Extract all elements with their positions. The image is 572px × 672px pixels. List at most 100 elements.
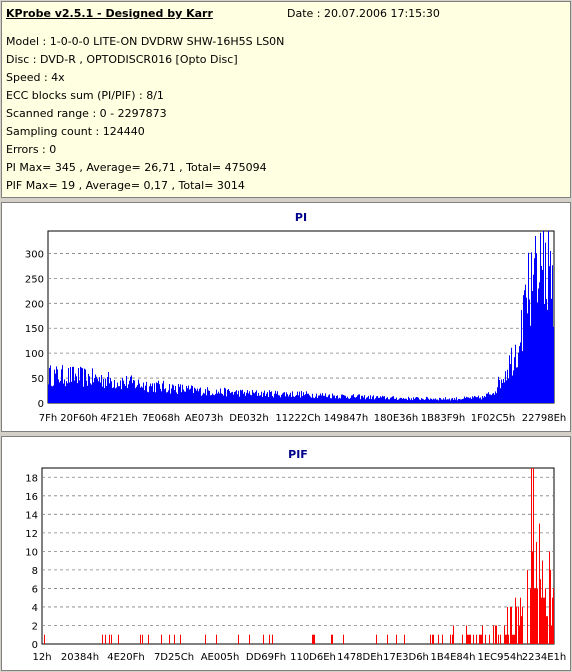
bar bbox=[105, 378, 106, 403]
bar bbox=[57, 369, 58, 403]
bar bbox=[99, 377, 100, 403]
bar bbox=[296, 395, 297, 403]
bar bbox=[544, 597, 545, 644]
bar bbox=[501, 379, 502, 403]
bar bbox=[234, 391, 235, 403]
bar bbox=[153, 391, 154, 403]
bar bbox=[462, 634, 463, 644]
bar bbox=[143, 382, 144, 403]
bar bbox=[52, 386, 53, 403]
info-pif-stats: PIF Max= 19 , Average= 0,17 , Total= 301… bbox=[6, 179, 245, 192]
bar bbox=[492, 393, 493, 403]
bar bbox=[432, 399, 433, 403]
bar bbox=[493, 625, 494, 644]
info-sampling: Sampling count : 124440 bbox=[6, 125, 145, 138]
bar bbox=[487, 393, 488, 403]
bar bbox=[265, 396, 266, 403]
bar bbox=[186, 386, 187, 403]
bar bbox=[516, 606, 517, 644]
bar bbox=[475, 396, 476, 403]
bar bbox=[539, 282, 540, 403]
bar bbox=[196, 390, 197, 403]
bar bbox=[471, 398, 472, 403]
bar bbox=[349, 398, 350, 403]
bar bbox=[450, 634, 451, 644]
bar bbox=[508, 378, 509, 403]
bar bbox=[273, 397, 274, 403]
bar bbox=[197, 388, 198, 403]
y-tick-label: 2 bbox=[32, 621, 38, 632]
x-tick-label: 4E20Fh bbox=[107, 652, 145, 663]
bar bbox=[346, 397, 347, 403]
bar bbox=[161, 391, 162, 403]
bar bbox=[74, 380, 75, 403]
bar bbox=[171, 388, 172, 403]
bar bbox=[77, 383, 78, 403]
bar bbox=[133, 380, 134, 403]
bar bbox=[314, 634, 315, 644]
x-tick-label: 2234E1h bbox=[522, 652, 566, 663]
bar bbox=[212, 393, 213, 403]
bar bbox=[226, 396, 227, 403]
bar bbox=[500, 388, 501, 403]
bar bbox=[96, 376, 97, 403]
bar bbox=[158, 380, 159, 403]
bar bbox=[337, 395, 338, 403]
bar bbox=[198, 391, 199, 403]
bar bbox=[505, 634, 506, 644]
bar bbox=[244, 391, 245, 403]
bar bbox=[81, 367, 82, 403]
bar bbox=[377, 396, 378, 403]
bar bbox=[118, 634, 119, 644]
x-tick-label: 1B83F9h bbox=[421, 413, 465, 424]
bar bbox=[216, 634, 217, 644]
bar bbox=[267, 392, 268, 403]
bar bbox=[150, 383, 151, 403]
bar bbox=[229, 391, 230, 403]
bar bbox=[446, 399, 447, 403]
bar bbox=[299, 391, 300, 403]
bar bbox=[149, 386, 150, 403]
x-tick-label: 1B4E84h bbox=[431, 652, 476, 663]
bar bbox=[529, 299, 530, 403]
bar bbox=[438, 400, 439, 403]
bar bbox=[546, 616, 547, 644]
bar bbox=[86, 380, 87, 403]
y-tick-label: 10 bbox=[25, 547, 38, 558]
bar bbox=[148, 634, 149, 644]
bar bbox=[80, 366, 81, 403]
bar bbox=[112, 388, 113, 403]
bar bbox=[426, 396, 427, 403]
bar bbox=[535, 236, 536, 403]
bar bbox=[121, 389, 122, 403]
bar bbox=[542, 269, 543, 403]
bar bbox=[120, 380, 121, 403]
bar bbox=[140, 634, 141, 644]
bar bbox=[326, 396, 327, 403]
bar bbox=[180, 384, 181, 403]
bar bbox=[200, 387, 201, 403]
bar bbox=[451, 398, 452, 403]
plot-area bbox=[47, 230, 555, 404]
bar bbox=[552, 265, 553, 403]
y-tick-label: 250 bbox=[25, 274, 44, 285]
bar bbox=[481, 399, 482, 403]
bar bbox=[537, 588, 538, 644]
x-tick-label: 11222Ch bbox=[275, 413, 320, 424]
bar bbox=[552, 597, 553, 644]
info-pi-stats: PI Max= 345 , Average= 26,71 , Total= 47… bbox=[6, 161, 267, 174]
bar bbox=[222, 393, 223, 403]
bar bbox=[549, 266, 550, 403]
pi-chart-panel: PI 0 50 100 150 200 250 300 7Fh 20F60h 4F21Eh 7E068… bbox=[1, 202, 571, 432]
bar bbox=[269, 390, 270, 403]
bar bbox=[122, 378, 123, 403]
bar bbox=[291, 397, 292, 403]
bar bbox=[98, 381, 99, 403]
bar bbox=[355, 397, 356, 403]
bar bbox=[140, 387, 141, 403]
scan-date: Date : 20.07.2006 17:15:30 bbox=[287, 7, 440, 20]
bar bbox=[532, 291, 533, 403]
bar bbox=[123, 380, 124, 403]
bar bbox=[468, 634, 469, 644]
bar bbox=[528, 252, 529, 403]
